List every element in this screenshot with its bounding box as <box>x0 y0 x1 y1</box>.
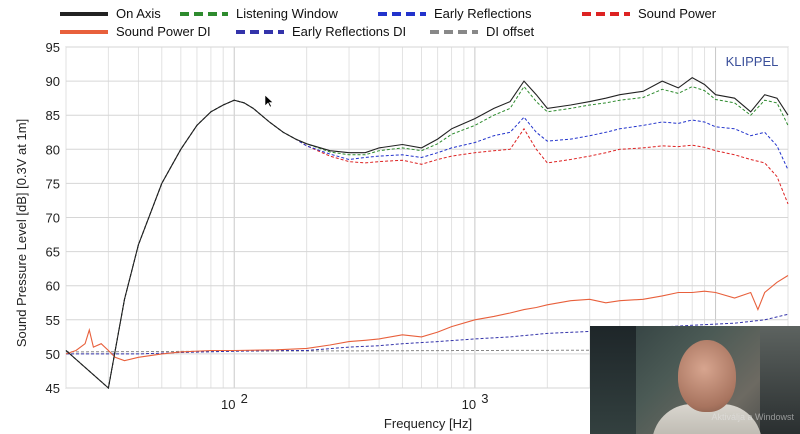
y-tick-label: 50 <box>46 347 60 362</box>
y-tick-label: 75 <box>46 176 60 191</box>
series-line-sound-power-di <box>65 275 789 362</box>
legend-item-on-axis: On Axis <box>60 6 161 21</box>
y-tick-label: 70 <box>46 211 60 226</box>
y-axis-label: Sound Pressure Level [dB] [0.3V at 1m] <box>14 119 29 347</box>
presenter-head <box>678 340 736 412</box>
y-tick-label: 55 <box>46 313 60 328</box>
series-line-on-axis <box>65 77 789 390</box>
legend-label: Sound Power DI <box>116 24 211 39</box>
windows-activation-watermark: Aktiválja a Windowst <box>711 412 794 422</box>
y-tick-label: 85 <box>46 108 60 123</box>
legend-label: Early Reflections DI <box>292 24 406 39</box>
x-tick-exponent: 3 <box>481 391 488 406</box>
y-tick-label: 95 <box>46 40 60 55</box>
chart-legend: On Axis Listening Window Early Reflections… <box>60 6 717 39</box>
y-tick-label: 90 <box>46 74 60 89</box>
y-tick-label: 60 <box>46 279 60 294</box>
legend-item-early-reflections: Early Reflections <box>378 6 532 21</box>
x-tick-labels: 10 2 10 3 <box>221 391 489 412</box>
klippel-brand-label: KLIPPEL <box>726 54 779 69</box>
y-tick-label: 80 <box>46 142 60 157</box>
y-tick-label: 65 <box>46 245 60 260</box>
legend-item-sound-power-di: Sound Power DI <box>60 24 211 39</box>
grid-lines <box>65 46 789 389</box>
x-tick-label: 10 <box>462 397 476 412</box>
legend-item-early-reflections-di: Early Reflections DI <box>236 24 406 39</box>
legend-item-listening-window: Listening Window <box>180 6 338 21</box>
y-tick-label: 45 <box>46 381 60 396</box>
legend-label: Early Reflections <box>434 6 532 21</box>
legend-label: Listening Window <box>236 6 338 21</box>
x-tick-exponent: 2 <box>241 391 248 406</box>
legend-label: On Axis <box>116 6 161 21</box>
x-axis-label: Frequency [Hz] <box>384 416 472 431</box>
y-tick-labels: 45 50 55 60 65 70 75 80 85 90 95 <box>46 40 60 396</box>
legend-label: DI offset <box>486 24 535 39</box>
mouse-cursor-icon <box>264 94 274 108</box>
legend-item-di-offset: DI offset <box>430 24 535 39</box>
background-shelf-right <box>760 326 800 434</box>
webcam-overlay: Aktiválja a Windowst <box>590 326 800 434</box>
legend-item-sound-power: Sound Power <box>582 6 717 21</box>
background-shelf <box>590 326 636 434</box>
legend-label: Sound Power <box>638 6 717 21</box>
x-tick-label: 10 <box>221 397 235 412</box>
